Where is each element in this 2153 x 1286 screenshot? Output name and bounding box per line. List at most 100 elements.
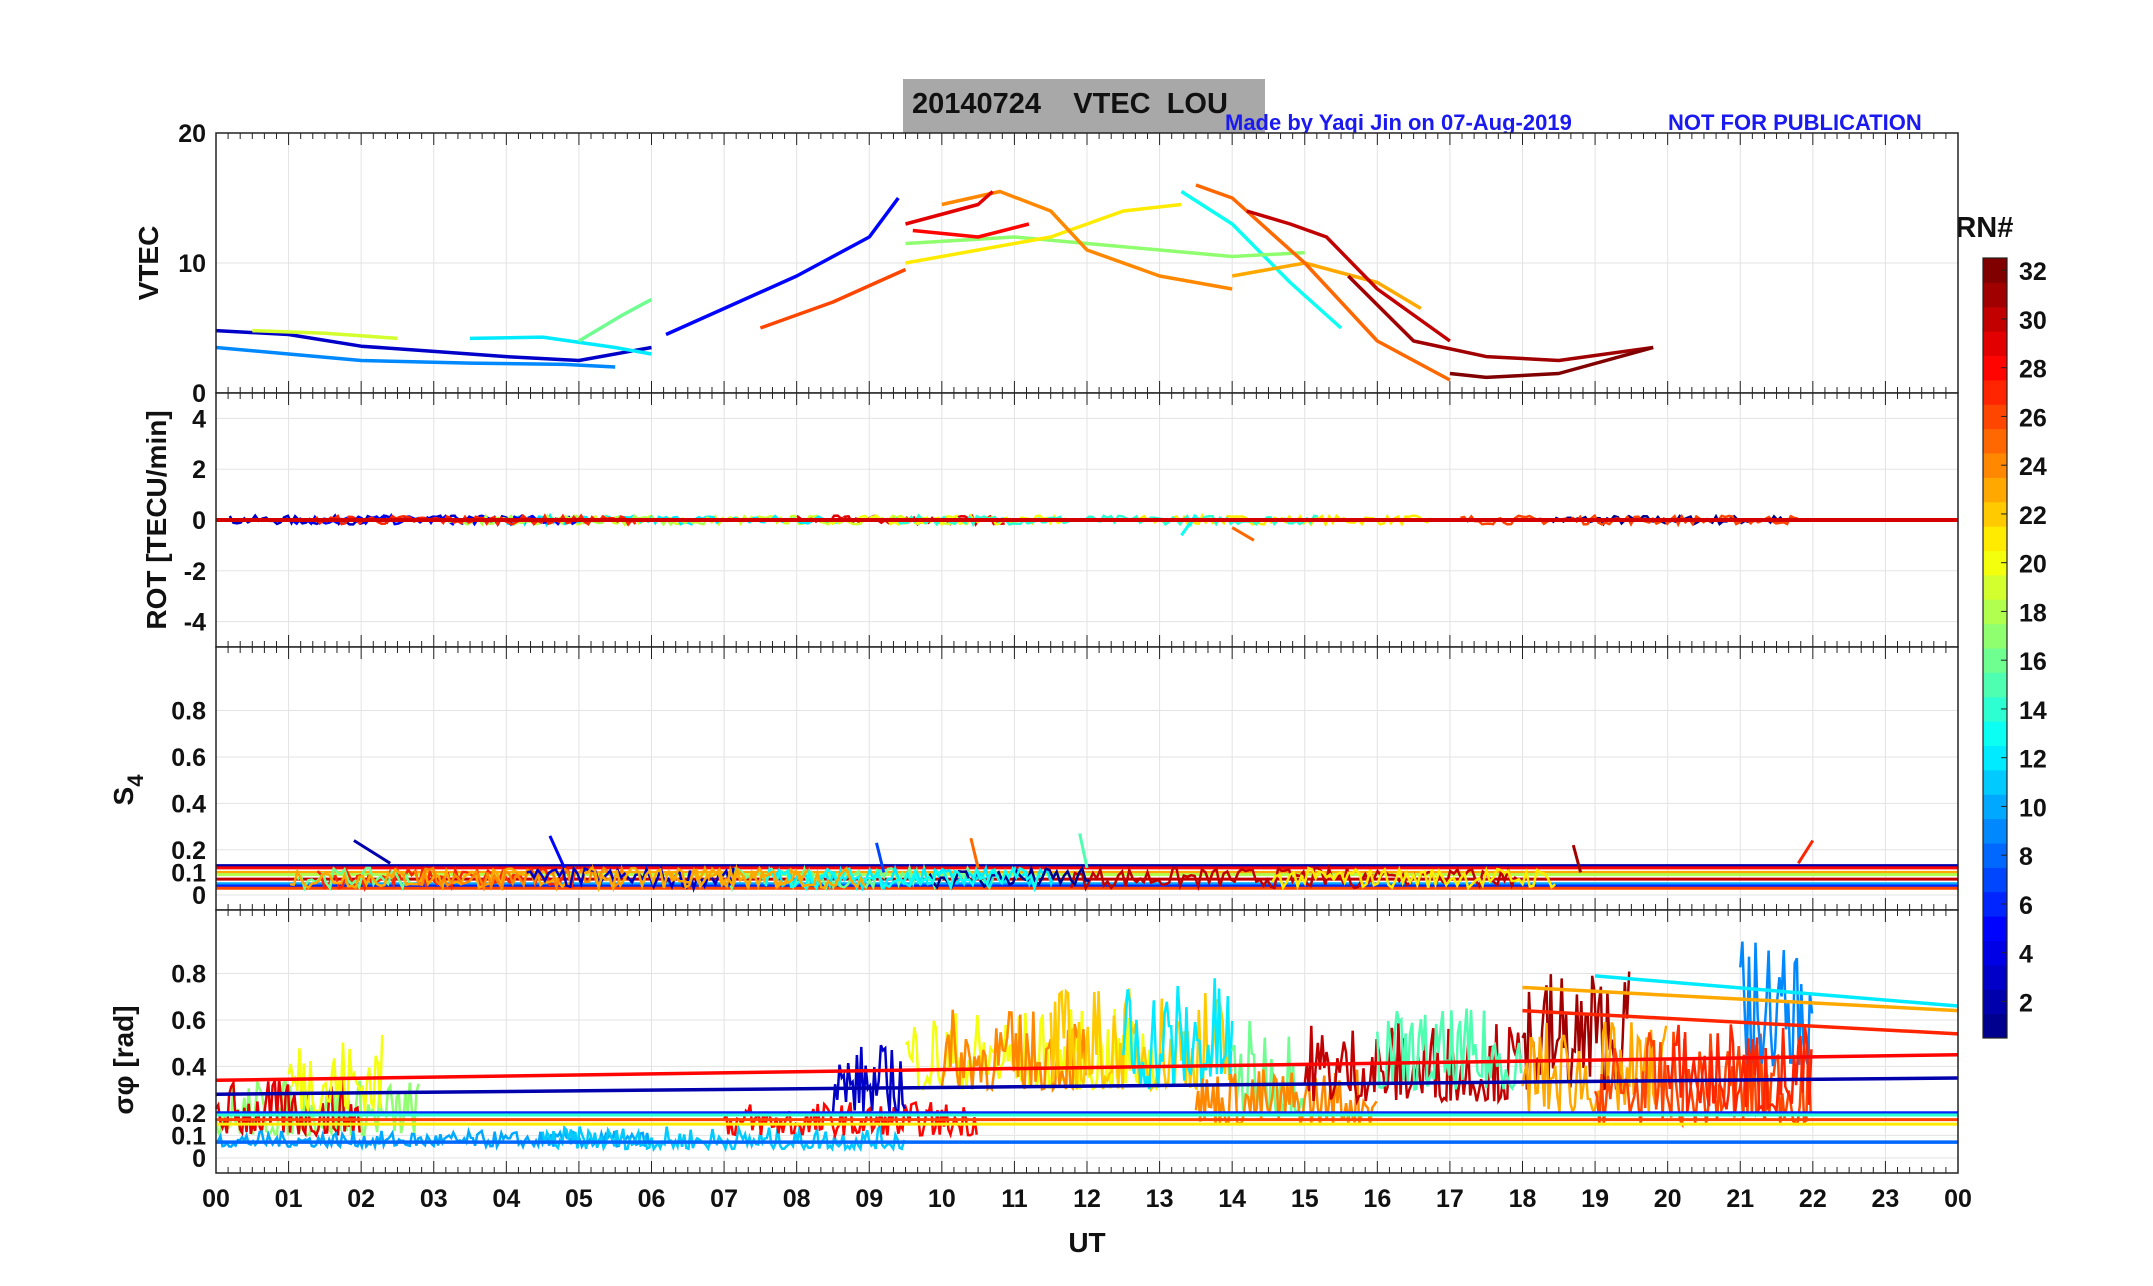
y-tick-label: 0.8 xyxy=(171,961,206,989)
colorbar-tick-label: 20 xyxy=(2019,551,2047,579)
sigma-burst-prn-24 xyxy=(1194,1069,1378,1125)
colorbar-swatch xyxy=(1983,1013,2007,1039)
x-tick-label: 05 xyxy=(565,1185,593,1213)
vtec-line-prn-16 xyxy=(578,297,653,343)
panel-s4: 00.10.2 0.4 0.6 0.8 S4 xyxy=(108,646,1959,911)
vtec-line-prn-12 xyxy=(469,335,652,356)
y-tick-label: 2 xyxy=(192,456,206,484)
vtec-line-prn-23 xyxy=(1231,261,1422,311)
colorbar-tick-label: 24 xyxy=(2019,453,2047,481)
vtec-line-prn-30 xyxy=(1246,209,1451,343)
x-axis-label: UT xyxy=(1068,1227,1105,1258)
s4-line xyxy=(290,866,571,891)
y-tick-label: 0.1 xyxy=(171,1122,206,1150)
y-axis-label: ROT [TECU/min] xyxy=(141,410,172,629)
y-tick-label: 0.8 xyxy=(171,698,206,726)
sigma-burst-prn-27 xyxy=(1666,1024,1813,1116)
y-tick-label: 10 xyxy=(178,250,206,278)
sigma-burst-prn-29 xyxy=(214,1078,361,1138)
colorbar-tick-label: 8 xyxy=(2019,843,2033,871)
colorbar-tick-label: 18 xyxy=(2019,599,2047,627)
colorbar-swatch xyxy=(1983,428,2007,454)
colorbar-tick-label: 6 xyxy=(2019,892,2033,920)
y-tick-label: 0.6 xyxy=(171,1007,206,1035)
y-tick-label: 0 xyxy=(192,380,206,408)
colorbar-tick-label: 22 xyxy=(2019,502,2047,530)
x-tick-label: 12 xyxy=(1073,1185,1101,1213)
y-tick-label: -2 xyxy=(184,558,206,586)
s4-spike-prn-2 xyxy=(353,839,391,865)
x-tick-label: 10 xyxy=(928,1185,956,1213)
sigma-trend-prn-23 xyxy=(1522,985,1959,1013)
vtec-line-prn-26 xyxy=(759,267,907,330)
x-tick-label: 03 xyxy=(420,1185,448,1213)
s4-spike-prn-7 xyxy=(875,842,886,873)
colorbar-tick-label: 12 xyxy=(2019,746,2047,774)
x-tick-label: 14 xyxy=(1218,1185,1246,1213)
panel-sigma_phi: 00.10.2 0.4 0.6 0.8 σφ [rad] xyxy=(108,909,1959,1174)
s4-line xyxy=(664,865,866,891)
panel-rot: -4 -2 0 2 4 ROT [TECU/min] xyxy=(141,392,1959,648)
sigma-trend-prn-27 xyxy=(1522,1008,1959,1036)
vtec-line-prn-29 xyxy=(905,190,994,226)
x-tick-label: 16 xyxy=(1363,1185,1391,1213)
colorbar-swatch xyxy=(1983,282,2007,308)
colorbar-tick-label: 10 xyxy=(2019,794,2047,822)
y-tick-label: 0.1 xyxy=(171,859,206,887)
panel-vtec: 0 10 20 VTEC xyxy=(133,120,1959,408)
s4-line xyxy=(1271,865,1556,891)
colorbar-swatch xyxy=(1983,867,2007,893)
s4-spike-prn-25 xyxy=(969,837,980,869)
x-tick-label: 21 xyxy=(1726,1185,1754,1213)
y-tick-label: 0 xyxy=(192,1145,206,1173)
sigma-burst-prn-12 xyxy=(1122,978,1234,1090)
y-tick-label: 0.4 xyxy=(171,1053,206,1081)
sigma-burst-prn-26 xyxy=(1593,1031,1812,1129)
colorbar-tick-label: 4 xyxy=(2019,941,2033,969)
x-tick-label: 06 xyxy=(638,1185,666,1213)
colorbar-tick-label: 30 xyxy=(2019,307,2047,335)
x-tick-label: 00 xyxy=(202,1185,230,1213)
y-axis-label: VTEC xyxy=(133,226,164,301)
colorbar-swatch xyxy=(1983,916,2007,941)
x-tick-label: 04 xyxy=(492,1185,520,1213)
x-tick-label: 13 xyxy=(1146,1185,1174,1213)
vtec-line-prn-21 xyxy=(905,202,1182,265)
y-tick-label: -4 xyxy=(184,609,206,637)
colorbar-swatch xyxy=(1983,623,2007,649)
s4-line xyxy=(928,864,1090,890)
sigma-burst-prn-24 xyxy=(940,1009,1087,1094)
x-tick-label: 02 xyxy=(347,1185,375,1213)
vtec-line-prn-19 xyxy=(252,328,398,341)
y-tick-label: 0.2 xyxy=(171,1100,206,1128)
x-tick-label: 01 xyxy=(275,1185,303,1213)
s4-spike-prn-31 xyxy=(1571,844,1583,873)
y-tick-label: 0 xyxy=(192,882,206,910)
title-box xyxy=(903,79,1265,134)
sigma-trend-prn-28 xyxy=(215,1053,1959,1083)
x-tick-label: 23 xyxy=(1872,1185,1900,1213)
colorbar-tick-label: 26 xyxy=(2019,404,2047,432)
y-tick-label: 4 xyxy=(192,405,206,433)
s4-spike-prn-5 xyxy=(548,835,566,869)
sigma-trend-prn-2 xyxy=(215,1076,1959,1096)
vtec-line-prn-9 xyxy=(215,345,616,369)
s4-spike-prn-15 xyxy=(1078,833,1089,869)
vtec-line-prn-25 xyxy=(1195,183,1451,382)
y-axis-label: σφ [rad] xyxy=(108,1005,139,1114)
sigma-burst-prn-15 xyxy=(1376,1008,1523,1092)
vtec-line-prn-31 xyxy=(1347,274,1654,363)
vtec-line-prn-17 xyxy=(905,235,1305,259)
vtec-line-prn-28 xyxy=(912,222,1030,239)
colorbar-tick-label: 28 xyxy=(2019,356,2047,384)
colorbar-tick-label: 14 xyxy=(2019,697,2047,725)
colorbar-swatch xyxy=(1983,379,2007,405)
colorbar-swatch xyxy=(1983,526,2007,551)
vtec-line-prn-3 xyxy=(215,328,652,363)
x-tick-label: 17 xyxy=(1436,1185,1464,1213)
x-tick-label: 00 xyxy=(1944,1185,1972,1213)
colorbar-swatch xyxy=(1983,574,2007,600)
y-axis-label: S4 xyxy=(108,774,148,806)
